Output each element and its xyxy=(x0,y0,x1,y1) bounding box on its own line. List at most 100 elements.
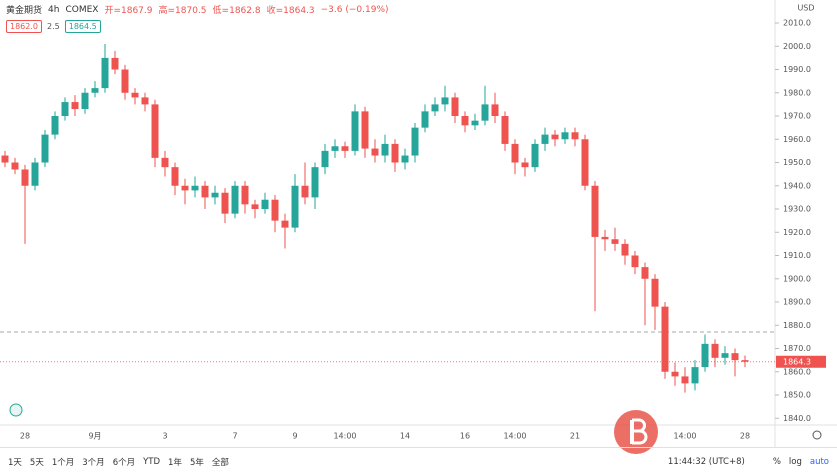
x-tick-label: 28 xyxy=(740,432,750,441)
candle-body xyxy=(391,143,399,163)
watermark xyxy=(614,410,658,454)
candle-body xyxy=(431,104,439,112)
candle-body xyxy=(291,185,299,228)
range-button[interactable]: 6个月 xyxy=(112,457,136,468)
candle-body xyxy=(371,148,379,156)
last-price-tag-bg xyxy=(776,355,826,368)
y-tick-label: 1880.0 xyxy=(783,321,811,330)
candle-body xyxy=(21,169,29,186)
candle-body xyxy=(361,111,369,149)
candle-body xyxy=(711,343,719,358)
candle-body xyxy=(111,57,119,70)
ask-badge[interactable]: 1864.5 xyxy=(64,20,101,33)
candle-body xyxy=(611,239,619,244)
candle-body xyxy=(161,157,169,168)
range-button[interactable]: 1天 xyxy=(8,457,22,468)
x-tick-label: 7 xyxy=(232,432,237,441)
y-tick-label: 1900.0 xyxy=(783,274,811,283)
candle-body xyxy=(241,185,249,205)
candle-body xyxy=(11,162,19,170)
candle-body xyxy=(491,104,499,117)
settings-icon[interactable] xyxy=(812,430,822,440)
y-tick-label: 1940.0 xyxy=(783,181,811,190)
x-tick-label: 21 xyxy=(570,432,580,441)
candle-body xyxy=(141,97,149,105)
x-tick-label: 28 xyxy=(20,432,30,441)
candle-body xyxy=(381,143,389,156)
candle-body xyxy=(681,376,689,384)
bid-badge[interactable]: 1862.0 xyxy=(6,20,42,33)
x-tick-label: 16 xyxy=(460,432,470,441)
candle-body xyxy=(301,185,309,198)
scale-option[interactable]: log xyxy=(788,456,802,467)
candle-body xyxy=(481,104,489,121)
candle-body xyxy=(451,97,459,117)
legend-header: 黄金期货 4h COMEX 开=1867.9 高=1870.5 低=1862.8… xyxy=(6,3,389,17)
candle-body xyxy=(81,92,89,110)
candle-body xyxy=(421,111,429,128)
clock: 11:44:32 (UTC+8) xyxy=(667,456,745,467)
candle-body xyxy=(511,143,519,163)
candle-body xyxy=(181,185,189,191)
candle-body xyxy=(51,116,59,135)
scale-option[interactable]: auto xyxy=(809,456,829,467)
candle-body xyxy=(731,353,739,361)
alert-icon[interactable] xyxy=(9,403,23,417)
y-tick-label: 1850.0 xyxy=(783,391,811,400)
x-tick-label: 14:00 xyxy=(503,432,526,441)
candle-body xyxy=(571,132,579,140)
y-tick-label: 1970.0 xyxy=(783,112,811,121)
candle-body xyxy=(721,353,729,358)
candle-body xyxy=(691,367,699,384)
candle-body xyxy=(1,155,9,163)
candle-body xyxy=(121,69,129,93)
candle-body xyxy=(171,167,179,186)
candle-body xyxy=(561,132,569,140)
candle-body xyxy=(671,371,679,377)
ohlc-change: −3.6 (−0.19%) xyxy=(320,4,389,15)
y-tick-label: 1990.0 xyxy=(783,65,811,74)
y-tick-label: 1870.0 xyxy=(783,344,811,353)
candle-body xyxy=(131,92,139,98)
y-tick-label: 1890.0 xyxy=(783,298,811,307)
candle-body xyxy=(71,102,79,110)
ohlc-high: 高=1870.5 xyxy=(158,6,207,16)
candle-body xyxy=(331,146,339,151)
candle-body xyxy=(341,146,349,151)
range-button[interactable]: 5年 xyxy=(189,457,204,468)
x-tick-label: 14:00 xyxy=(333,432,356,441)
candle-body xyxy=(701,343,709,368)
range-button[interactable]: 全部 xyxy=(211,457,229,468)
candle-body xyxy=(281,220,289,228)
symbol: 黄金期货 xyxy=(6,6,43,16)
candle-body xyxy=(441,97,449,105)
exchange: COMEX xyxy=(65,4,99,15)
candle-body xyxy=(621,243,629,256)
range-button[interactable]: YTD xyxy=(143,456,161,467)
x-tick-label: 14 xyxy=(400,432,410,441)
range-button[interactable]: 1个月 xyxy=(51,457,75,468)
candle-body xyxy=(101,57,109,89)
x-tick-label: 9月 xyxy=(88,432,101,441)
candle-body xyxy=(91,88,99,93)
spread: 2.5 xyxy=(47,22,60,31)
candle-body xyxy=(201,185,209,198)
candle-body xyxy=(661,306,669,372)
candle-body xyxy=(231,185,239,214)
candle-body xyxy=(641,267,649,279)
candle-body xyxy=(41,134,49,163)
candle-body xyxy=(411,127,419,156)
scale-option[interactable]: % xyxy=(772,456,781,467)
ohlc-open: 开=1867.9 xyxy=(104,6,153,16)
candle-body xyxy=(521,162,529,168)
candle-body xyxy=(631,255,639,268)
range-button[interactable]: 3个月 xyxy=(82,457,105,468)
range-button[interactable]: 1年 xyxy=(168,457,182,468)
candle-body xyxy=(581,139,589,186)
candle-body xyxy=(541,134,549,144)
ohlc-low: 低=1862.8 xyxy=(212,6,261,16)
candle-body xyxy=(251,204,259,210)
candle-body xyxy=(551,134,559,140)
range-button[interactable]: 5天 xyxy=(29,457,44,468)
ohlc-close: 收=1864.3 xyxy=(266,6,315,16)
